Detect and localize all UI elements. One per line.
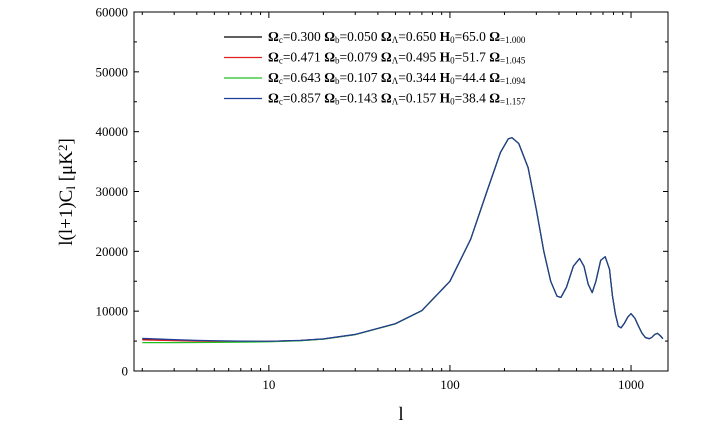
plot-frame [133, 11, 669, 372]
x-axis-label: l [398, 404, 403, 425]
series-line-2 [142, 137, 664, 343]
series-lines [142, 137, 664, 344]
y-tick-label: 50000 [96, 64, 129, 79]
y-tick-label: 0 [122, 364, 129, 379]
series-line-3 [142, 137, 664, 344]
y-tick-label: 10000 [96, 304, 129, 319]
series-line-1 [142, 137, 664, 342]
y-tick-label: 30000 [96, 184, 129, 199]
legend-entry-3: Ωc=0.643 Ωb=0.107 ΩΛ=0.344 H0=44.4 Ω=1.0… [268, 70, 526, 86]
legend: Ωc=0.300 Ωb=0.050 ΩΛ=0.650 H0=65.0 Ω=1.0… [224, 29, 526, 107]
y-tick-label: 20000 [96, 244, 129, 259]
legend-entry-2: Ωc=0.471 Ωb=0.079 ΩΛ=0.495 H0=51.7 Ω=1.0… [268, 50, 526, 66]
x-tick-label: 100 [440, 377, 460, 392]
y-axis-label: l(l+1)Cl [μK2] [55, 138, 78, 246]
x-axis: 10 100 1000 [141, 12, 644, 392]
x-tick-label: 10 [262, 377, 275, 392]
y-tick-label: 60000 [96, 5, 129, 20]
legend-entry-4: Ωc=0.857 Ωb=0.143 ΩΛ=0.157 H0=38.4 Ω=1.1… [268, 91, 526, 107]
x-tick-label: 1000 [618, 377, 644, 392]
y-axis: 0 10000 20000 30000 40000 50000 60000 [96, 5, 668, 379]
y-tick-label: 40000 [96, 124, 129, 139]
legend-entry-1: Ωc=0.300 Ωb=0.050 ΩΛ=0.650 H0=65.0 Ω=1.0… [268, 29, 526, 45]
series-line-4 [142, 137, 664, 342]
